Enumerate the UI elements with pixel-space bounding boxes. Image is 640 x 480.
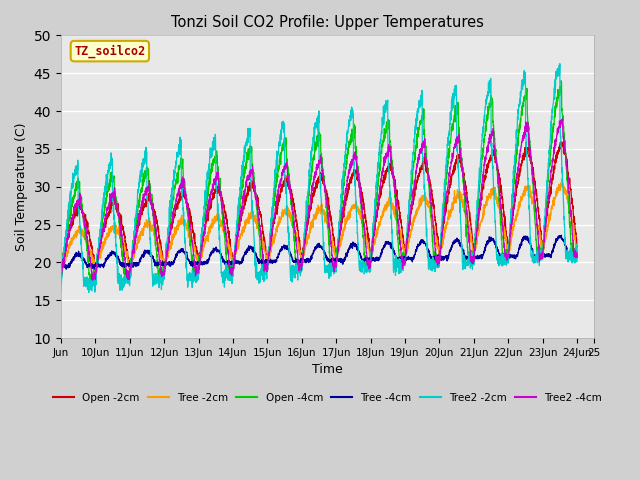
Tree -4cm: [563, 249, 571, 255]
Legend: Open -2cm, Tree -2cm, Open -4cm, Tree -4cm, Tree2 -2cm, Tree2 -4cm: Open -2cm, Tree -2cm, Open -4cm, Tree -4…: [49, 389, 606, 407]
Open -4cm: [573, 252, 581, 258]
Tree -4cm: [57, 264, 65, 270]
Open -2cm: [116, 213, 124, 219]
Tree2 -2cm: [255, 280, 263, 286]
Open -4cm: [90, 281, 97, 287]
Tree -4cm: [62, 266, 70, 272]
Tree -4cm: [147, 252, 154, 258]
Tree -2cm: [563, 197, 571, 203]
Y-axis label: Soil Temperature (C): Soil Temperature (C): [15, 122, 28, 251]
Line: Tree -4cm: Tree -4cm: [61, 235, 577, 269]
Line: Tree2 -2cm: Tree2 -2cm: [61, 64, 577, 292]
Tree -2cm: [557, 176, 565, 182]
Open -2cm: [277, 186, 285, 192]
Tree -4cm: [557, 232, 565, 238]
Tree -4cm: [255, 256, 263, 262]
Open -4cm: [147, 195, 154, 201]
Open -2cm: [255, 204, 262, 210]
Tree2 -4cm: [255, 216, 263, 221]
Open -4cm: [563, 178, 571, 183]
Open -4cm: [278, 151, 285, 156]
Tree -2cm: [573, 248, 581, 254]
Open -2cm: [557, 139, 564, 144]
Tree2 -2cm: [563, 247, 571, 253]
Open -4cm: [57, 271, 65, 277]
Open -2cm: [563, 160, 571, 166]
Tree2 -2cm: [508, 208, 515, 214]
Tree2 -2cm: [85, 289, 93, 295]
Tree2 -2cm: [147, 239, 154, 245]
Tree2 -2cm: [573, 254, 581, 260]
Tree -2cm: [116, 234, 124, 240]
Tree2 -4cm: [278, 175, 285, 181]
Tree2 -4cm: [116, 220, 124, 226]
Tree2 -4cm: [573, 252, 581, 258]
Tree -4cm: [573, 254, 581, 260]
Tree2 -4cm: [559, 116, 566, 122]
X-axis label: Time: Time: [312, 363, 343, 376]
Tree -2cm: [57, 266, 65, 272]
Text: TZ_soilco2: TZ_soilco2: [74, 45, 145, 58]
Open -4cm: [508, 212, 515, 218]
Tree2 -4cm: [88, 277, 96, 283]
Open -4cm: [116, 223, 124, 229]
Line: Open -4cm: Open -4cm: [61, 81, 577, 284]
Open -2cm: [57, 268, 65, 274]
Tree2 -4cm: [508, 222, 515, 228]
Tree -4cm: [278, 246, 285, 252]
Tree -2cm: [508, 233, 515, 239]
Line: Open -2cm: Open -2cm: [61, 142, 577, 271]
Tree2 -4cm: [57, 273, 65, 278]
Tree -4cm: [116, 260, 124, 265]
Tree2 -2cm: [116, 288, 124, 293]
Open -2cm: [508, 224, 515, 229]
Open -4cm: [255, 231, 263, 237]
Open -2cm: [573, 244, 581, 250]
Tree -2cm: [57, 272, 65, 278]
Line: Tree -2cm: Tree -2cm: [61, 179, 577, 275]
Tree2 -4cm: [147, 201, 154, 207]
Tree -2cm: [278, 215, 285, 220]
Tree2 -2cm: [57, 288, 65, 293]
Open -4cm: [557, 78, 565, 84]
Open -2cm: [147, 200, 154, 206]
Tree2 -2cm: [278, 130, 285, 135]
Tree -4cm: [508, 252, 515, 258]
Line: Tree2 -4cm: Tree2 -4cm: [61, 119, 577, 280]
Title: Tonzi Soil CO2 Profile: Upper Temperatures: Tonzi Soil CO2 Profile: Upper Temperatur…: [171, 15, 484, 30]
Tree -2cm: [255, 227, 263, 232]
Tree2 -4cm: [563, 168, 571, 174]
Tree2 -2cm: [556, 61, 564, 67]
Tree -2cm: [147, 223, 154, 228]
